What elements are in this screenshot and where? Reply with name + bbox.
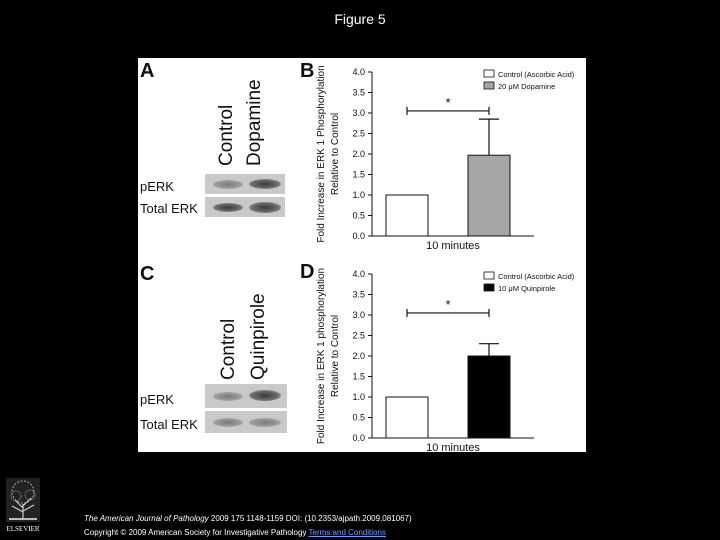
slide-title: Figure 5: [334, 11, 386, 27]
panel-d-letter: D: [300, 261, 315, 283]
chart-b-ytick-label-5: 2.5: [352, 129, 365, 139]
blot-strip-total-erk-c: [205, 411, 287, 433]
band-quinpirole-perk-c: [249, 390, 281, 401]
chart-d-ytick-label-0: 0.0: [352, 433, 365, 443]
chart-d-ytick-label-1: 0.5: [352, 413, 365, 423]
footer-copyright-text: Copyright © 2009 American Society for In…: [84, 528, 309, 537]
chart-b-ytick-label-4: 2.0: [352, 149, 365, 159]
chart-b-ylabel-line2: Relative to Control: [330, 113, 341, 195]
chart-b-ytick-label-3: 1.5: [352, 170, 365, 180]
chart-d-xlabel: 10 minutes: [426, 442, 480, 452]
chart-b-ytick-label-8: 4.0: [352, 67, 365, 77]
chart-b-xlabel: 10 minutes: [426, 240, 480, 252]
chart-d-ytick-label-5: 2.5: [352, 331, 365, 341]
lane-label-quinpirole-c: Quinpirole: [248, 293, 269, 380]
chart-b-legend-label-1: 20 μM Dopamine: [498, 82, 555, 91]
band-control-perk-a: [213, 180, 243, 189]
blot-strip-perk-c: [205, 384, 287, 408]
chart-b-ytick-label-7: 3.5: [352, 88, 365, 98]
chart-d-ylabel-line2: Relative to Control: [330, 315, 341, 397]
chart-b-bar-1: [467, 154, 511, 237]
chart-b-sig-star: *: [445, 95, 450, 110]
chart-b-bar-0: [385, 194, 429, 237]
chart-b-legend-swatch-0: [483, 69, 495, 78]
chart-d-sig-star: *: [445, 297, 450, 312]
chart-d-ytick-label-3: 1.5: [352, 372, 365, 382]
chart-b-legend-swatch-1: [483, 81, 495, 90]
footer-journal: The American Journal of Pathology: [84, 514, 209, 523]
panel-b-letter: B: [300, 60, 315, 82]
footer-copyright: Copyright © 2009 American Society for In…: [84, 528, 386, 537]
lane-label-dopamine-a: Dopamine: [244, 79, 265, 166]
band-control-perk-c: [213, 392, 243, 401]
footer-citation: The American Journal of Pathology 2009 1…: [84, 514, 412, 523]
lane-label-control-c: Control: [218, 318, 239, 380]
chart-d-legend-swatch-1: [483, 283, 495, 292]
blot-strip-perk-a: [205, 174, 285, 194]
band-quinpirole-total-erk-c: [249, 418, 281, 427]
chart-b-ytick-label-1: 0.5: [352, 211, 365, 221]
chart-d-legend-swatch-0: [483, 271, 495, 280]
row-label-perk-c: pERK: [140, 392, 174, 407]
chart-b-ytick-label-0: 0.0: [352, 231, 365, 241]
terms-link[interactable]: Terms and Conditions: [308, 528, 386, 537]
panel-a-letter: A: [140, 60, 155, 82]
chart-d-ytick-label-2: 1.0: [352, 392, 365, 402]
chart-b-legend-label-0: Control (Ascorbic Acid): [498, 70, 575, 79]
footer-citation-text: 2009 175 1148-1159 DOI: (10.2353/ajpath.…: [208, 514, 412, 523]
elsevier-logo: ELSEVIER: [6, 478, 40, 533]
chart-d-ytick-label-6: 3.0: [352, 310, 365, 320]
chart-d-bar-0: [385, 396, 429, 439]
chart-d-legend-label-1: 10 μM Quinpirole: [498, 284, 555, 293]
row-label-perk-a: pERK: [140, 179, 174, 194]
panel-c-letter: C: [140, 263, 155, 285]
lane-label-control-a: Control: [216, 104, 237, 166]
figure-5: A Control Dopamine pERK Total ERK C Cont…: [138, 58, 586, 452]
chart-d-bar-1: [467, 355, 511, 439]
chart-b-ytick-label-6: 3.0: [352, 108, 365, 118]
band-control-total-erk-c: [213, 418, 243, 427]
band-dopamine-perk-a: [249, 179, 281, 189]
row-label-total-erk-a: Total ERK: [140, 201, 198, 216]
chart-d: Fold Increase in ERK 1 phosphorylation Re…: [316, 268, 575, 452]
chart-d-legend-label-0: Control (Ascorbic Acid): [498, 272, 575, 281]
chart-d-ytick-label-8: 4.0: [352, 269, 365, 279]
row-label-total-erk-c: Total ERK: [140, 417, 198, 432]
blot-strip-total-erk-a: [205, 197, 285, 217]
chart-b: Fold Increase in ERK 1 Phosphorylation Re…: [316, 65, 575, 252]
elsevier-logo-text: ELSEVIER: [6, 525, 39, 533]
chart-d-ytick-label-4: 2.0: [352, 351, 365, 361]
band-control-total-erk-a: [213, 203, 243, 212]
band-dopamine-total-erk-a: [249, 202, 281, 213]
chart-d-ytick-label-7: 3.5: [352, 290, 365, 300]
chart-b-ytick-label-2: 1.0: [352, 190, 365, 200]
chart-b-ylabel-line1: Fold Increase in ERK 1 Phosphorylation: [316, 65, 327, 242]
chart-d-ylabel-line1: Fold Increase in ERK 1 phosphorylation: [316, 268, 327, 444]
